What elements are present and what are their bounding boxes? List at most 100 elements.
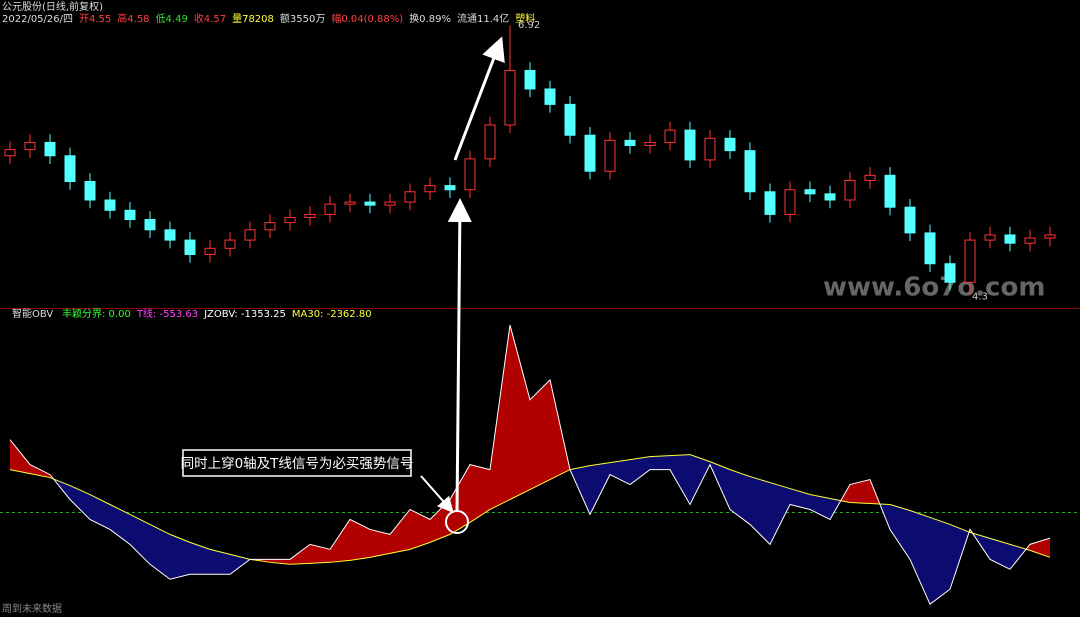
band-fill xyxy=(470,464,490,523)
band-fill xyxy=(550,379,570,480)
series-line xyxy=(9,324,1051,605)
candle-body xyxy=(704,137,716,161)
band-fill xyxy=(70,485,90,520)
header-item: 塑料 xyxy=(515,12,535,25)
band-fill xyxy=(190,542,210,575)
header-item: 开4.55 xyxy=(79,14,111,25)
candle-body xyxy=(664,129,676,143)
arrow xyxy=(420,475,454,513)
highlight-circle xyxy=(445,510,469,534)
band-fill xyxy=(370,529,390,558)
band-fill xyxy=(530,379,550,490)
band-fill xyxy=(150,524,170,580)
header-item: 丰颖分界: 0.00 xyxy=(62,307,131,320)
band-fill xyxy=(890,504,910,560)
band-fill xyxy=(750,476,770,545)
candle-body xyxy=(984,234,996,241)
high-label: 6.92 xyxy=(518,20,540,31)
candle-body xyxy=(784,189,796,215)
candle-body xyxy=(884,174,896,208)
band-fill xyxy=(230,554,250,575)
chart-title: 智能OBV xyxy=(12,307,53,320)
chart-title: 公元股份(日线,前复权) xyxy=(2,0,103,13)
candle-body xyxy=(104,199,116,211)
band-fill xyxy=(310,544,330,564)
band-fill xyxy=(290,544,310,565)
band-fill xyxy=(170,534,190,580)
band-fill xyxy=(210,549,230,575)
candle-body xyxy=(184,239,196,255)
candle-body xyxy=(1024,237,1036,244)
candle-body xyxy=(364,201,376,206)
arrow xyxy=(447,198,472,513)
band-fill xyxy=(10,439,30,474)
band-fill xyxy=(670,454,690,505)
candle-body xyxy=(964,239,976,283)
band-fill xyxy=(130,514,150,565)
header-item: 换0.89% xyxy=(409,12,451,25)
candle-body xyxy=(44,141,56,157)
footer: 周到未来数据 xyxy=(2,602,62,615)
candle-body xyxy=(904,206,916,234)
candle-body xyxy=(684,129,696,161)
band-fill xyxy=(610,459,630,485)
band-fill xyxy=(350,519,370,561)
header-item: T线: -553.63 xyxy=(136,307,198,320)
candle-body xyxy=(444,185,456,191)
candle-body xyxy=(644,141,656,147)
header-item: 2022/05/26/四 xyxy=(2,14,73,25)
candle-body xyxy=(24,141,36,151)
candle-body xyxy=(584,134,596,172)
candle-body xyxy=(744,150,756,193)
band-fill xyxy=(270,559,290,565)
header-item: 额3550万 xyxy=(280,12,325,25)
candle-body xyxy=(824,193,836,201)
candle-body xyxy=(404,191,416,203)
band-fill xyxy=(790,488,810,510)
arrow xyxy=(453,36,505,161)
band-fill xyxy=(90,494,110,530)
candle-body xyxy=(864,174,876,181)
band-fill xyxy=(770,482,790,545)
band-fill xyxy=(1010,544,1027,570)
header-item: 量78208 xyxy=(232,13,274,25)
candle-body xyxy=(284,216,296,224)
candle-body xyxy=(944,263,956,283)
band-fill xyxy=(730,469,750,525)
band-fill xyxy=(510,325,530,500)
band-fill xyxy=(390,509,410,554)
candle-body xyxy=(764,191,776,215)
candle-body xyxy=(384,201,396,206)
candle-body xyxy=(164,229,176,241)
candle-body xyxy=(1004,234,1016,244)
band-fill xyxy=(950,524,970,590)
annotation-box xyxy=(182,449,412,477)
header-item: 高4.58 xyxy=(117,12,149,25)
header-item: 幅0.04(0.88%) xyxy=(331,12,403,25)
band-fill xyxy=(590,462,610,515)
candle-body xyxy=(84,180,96,201)
band-fill xyxy=(450,464,470,535)
header-item: 收4.57 xyxy=(194,12,226,25)
candle-body xyxy=(64,155,76,182)
header-item: MA30: -2362.80 xyxy=(292,309,372,320)
candle-body xyxy=(484,124,496,160)
watermark: www.6o7o.com xyxy=(823,273,1045,303)
band-fill xyxy=(850,479,870,504)
candle-body xyxy=(844,179,856,201)
candle-body xyxy=(204,247,216,255)
candle-body xyxy=(504,69,516,126)
candle-body xyxy=(564,103,576,136)
band-fill xyxy=(650,455,670,470)
candle-body xyxy=(4,149,16,157)
candle-body xyxy=(524,69,536,90)
band-fill xyxy=(810,494,830,520)
candle-body xyxy=(224,239,236,249)
candle-body xyxy=(1044,234,1056,239)
candle-body xyxy=(264,222,276,231)
series-line xyxy=(9,454,1051,565)
candle-body xyxy=(544,88,556,105)
candle-body xyxy=(124,209,136,221)
low-label: 4.3 xyxy=(972,292,988,303)
